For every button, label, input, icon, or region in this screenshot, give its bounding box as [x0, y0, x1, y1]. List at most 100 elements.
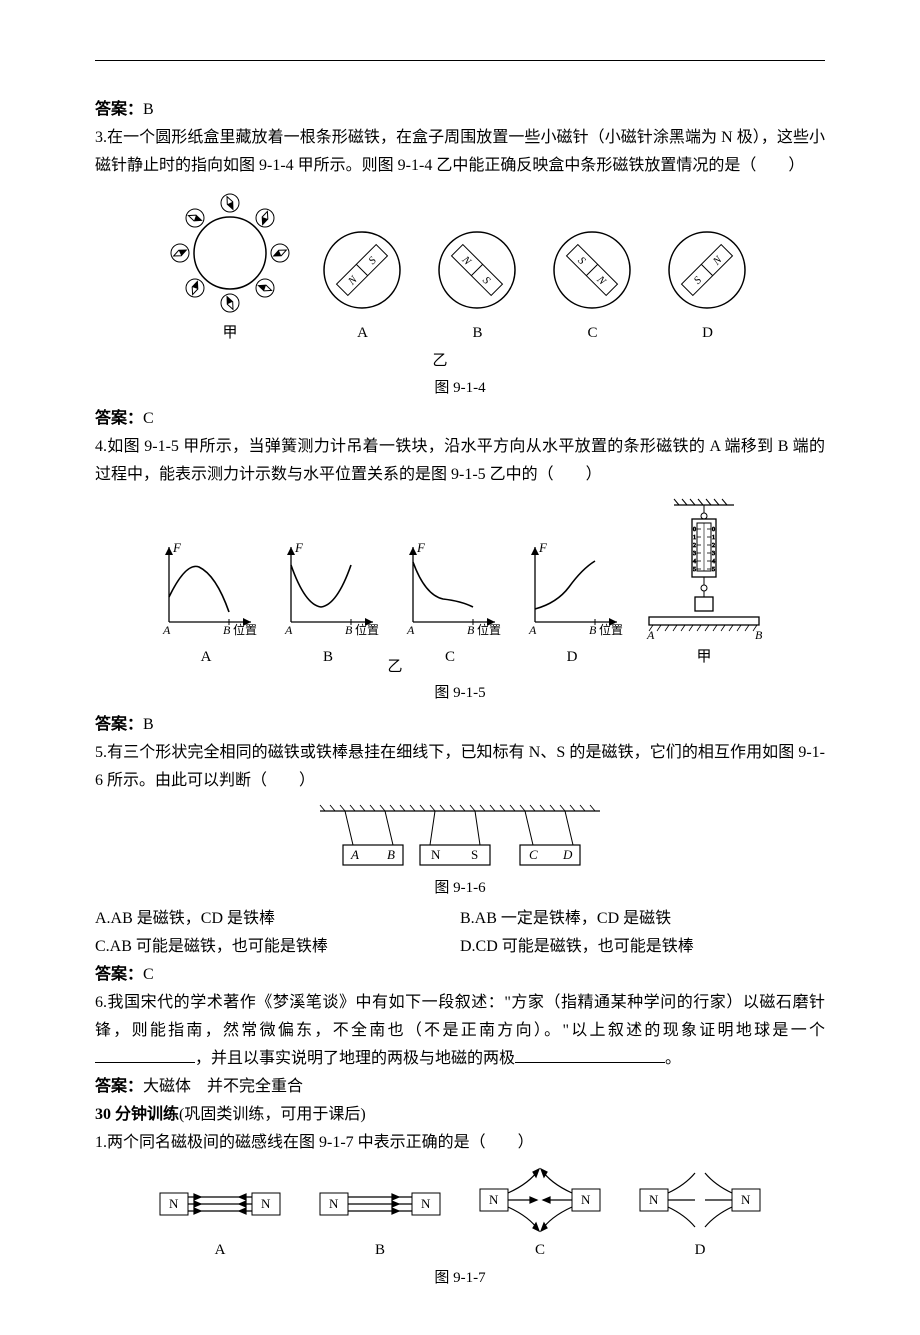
- svg-text:位置: 位置: [355, 622, 379, 637]
- fig-4-b-label: B: [273, 644, 383, 670]
- svg-text:B: B: [223, 623, 231, 637]
- q6-text-a: 6.我国宋代的学术著作《梦溪笔谈》中有如下一段叙述："方家（指精通某种学问的行家…: [95, 994, 825, 1039]
- svg-text:A: A: [350, 847, 359, 862]
- fig-3-d-label: D: [660, 320, 755, 346]
- fig-3-jia-label: 甲: [165, 320, 295, 346]
- svg-text:D: D: [562, 847, 573, 862]
- fig-s1-c: N N C: [475, 1165, 605, 1263]
- q6-text-c: 。: [665, 1050, 681, 1067]
- svg-text:4: 4: [712, 559, 715, 565]
- svg-text:F: F: [294, 540, 304, 555]
- svg-text:N: N: [581, 1192, 591, 1207]
- svg-text:N: N: [169, 1196, 179, 1211]
- fig-s1-a: N N A: [155, 1175, 285, 1263]
- svg-text:S: S: [366, 254, 379, 267]
- svg-text:A: A: [162, 623, 171, 637]
- answer-4-label: 答案：: [95, 716, 143, 733]
- fig-4-a: F A B 位置 A: [151, 537, 261, 670]
- fig-4-b: F A B 位置 B: [273, 537, 383, 670]
- svg-text:0: 0: [712, 527, 715, 533]
- svg-text:5: 5: [693, 567, 696, 573]
- fig-s1-a-label: A: [155, 1237, 285, 1263]
- answer-6: 答案：大磁体 并不完全重合: [95, 1073, 825, 1101]
- svg-text:2: 2: [712, 543, 715, 549]
- section-30min-note: (巩固类训练，可用于课后): [179, 1106, 366, 1123]
- svg-text:S: S: [471, 847, 478, 862]
- svg-text:1: 1: [693, 535, 696, 541]
- answer-3-value: C: [143, 410, 154, 427]
- svg-text:N: N: [261, 1196, 271, 1211]
- question-6-text: 6.我国宋代的学术著作《梦溪笔谈》中有如下一段叙述："方家（指精通某种学问的行家…: [95, 989, 825, 1073]
- fig-4-jia-label: 甲: [639, 644, 769, 670]
- fig-3-yi-label: 乙: [432, 348, 447, 374]
- section-30min-title: 30 分钟训练: [95, 1106, 179, 1123]
- svg-text:3: 3: [712, 551, 715, 557]
- question-5-text: 5.有三个形状完全相同的磁铁或铁棒悬挂在细线下，已知标有 N、S 的是磁铁，它们…: [95, 739, 825, 795]
- q5-opt-d: D.CD 可能是磁铁，也可能是铁棒: [460, 933, 825, 961]
- fig-3-b-label: B: [430, 320, 525, 346]
- svg-text:B: B: [345, 623, 353, 637]
- svg-text:5: 5: [712, 567, 715, 573]
- svg-text:B: B: [755, 628, 763, 642]
- svg-text:N: N: [741, 1192, 751, 1207]
- svg-text:F: F: [538, 540, 548, 555]
- fig-4-c-label: C: [395, 644, 505, 670]
- svg-text:S: S: [575, 255, 588, 268]
- question-3-text: 3.在一个圆形纸盒里藏放着一根条形磁铁，在盒子周围放置一些小磁针（小磁针涂黑端为…: [95, 124, 825, 180]
- svg-text:1: 1: [712, 535, 715, 541]
- fig-3-c-label: C: [545, 320, 640, 346]
- question-4-text: 4.如图 9-1-5 甲所示，当弹簧测力计吊着一铁块，沿水平方向从水平放置的条形…: [95, 433, 825, 489]
- svg-text:A: A: [528, 623, 537, 637]
- figure-9-1-5-caption: 图 9-1-5: [95, 680, 825, 706]
- q6-blank-2: [515, 1045, 665, 1063]
- svg-text:位置: 位置: [477, 622, 501, 637]
- figure-9-1-4-caption: 图 9-1-4: [95, 375, 825, 401]
- svg-text:N: N: [431, 847, 441, 862]
- header-rule: [95, 60, 825, 61]
- q5-opt-b: B.AB 一定是铁棒，CD 是磁铁: [460, 905, 825, 933]
- svg-text:F: F: [172, 540, 182, 555]
- svg-text:F: F: [416, 540, 426, 555]
- svg-text:B: B: [387, 847, 395, 862]
- fig-s1-d-label: D: [635, 1237, 765, 1263]
- answer-5: 答案：C: [95, 961, 825, 989]
- figure-9-1-7: N N A N N B N N: [95, 1165, 825, 1263]
- svg-text:A: A: [284, 623, 293, 637]
- answer-5-label: 答案：: [95, 966, 143, 983]
- answer-2-label: 答案：: [95, 101, 143, 118]
- svg-text:位置: 位置: [233, 622, 257, 637]
- svg-text:S: S: [480, 274, 493, 287]
- answer-2: 答案：B: [95, 96, 825, 124]
- answer-2-value: B: [143, 101, 154, 118]
- answer-3-label: 答案：: [95, 410, 143, 427]
- section-q1-text: 1.两个同名磁极间的磁感线在图 9-1-7 中表示正确的是（ ）: [95, 1129, 825, 1157]
- q5-opt-a: A.AB 是磁铁，CD 是铁棒: [95, 905, 460, 933]
- svg-text:A: A: [646, 628, 655, 642]
- fig-4-d: F A B 位置 D: [517, 537, 627, 670]
- svg-text:N: N: [329, 1196, 339, 1211]
- question-5-options: A.AB 是磁铁，CD 是铁棒 B.AB 一定是铁棒，CD 是磁铁 C.AB 可…: [95, 905, 825, 961]
- fig-4-a-label: A: [151, 644, 261, 670]
- svg-text:B: B: [467, 623, 475, 637]
- svg-text:4: 4: [693, 559, 696, 565]
- svg-text:N: N: [649, 1192, 659, 1207]
- q5-opt-c: C.AB 可能是磁铁，也可能是铁棒: [95, 933, 460, 961]
- fig-3-jia: 甲: [165, 188, 295, 346]
- svg-text:0: 0: [693, 527, 696, 533]
- figure-9-1-6-caption: 图 9-1-6: [95, 875, 825, 901]
- svg-text:N: N: [489, 1192, 499, 1207]
- svg-text:N: N: [421, 1196, 431, 1211]
- q6-text-b: ，并且以事实说明了地理的两极与地磁的两极: [195, 1050, 515, 1067]
- answer-4-value: B: [143, 716, 154, 733]
- answer-3: 答案：C: [95, 405, 825, 433]
- figure-9-1-6: A B N S C D: [95, 803, 825, 873]
- fig-s1-d: N N D: [635, 1165, 765, 1263]
- figure-9-1-5: F A B 位置 A F A B 位置 B F: [95, 497, 825, 670]
- answer-6-value: 大磁体 并不完全重合: [143, 1078, 303, 1095]
- answer-5-value: C: [143, 966, 154, 983]
- fig-4-c: F A B 位置 C: [395, 537, 505, 670]
- answer-6-label: 答案：: [95, 1078, 143, 1095]
- fig-s1-b-label: B: [315, 1237, 445, 1263]
- fig-s1-c-label: C: [475, 1237, 605, 1263]
- svg-text:S: S: [692, 274, 705, 287]
